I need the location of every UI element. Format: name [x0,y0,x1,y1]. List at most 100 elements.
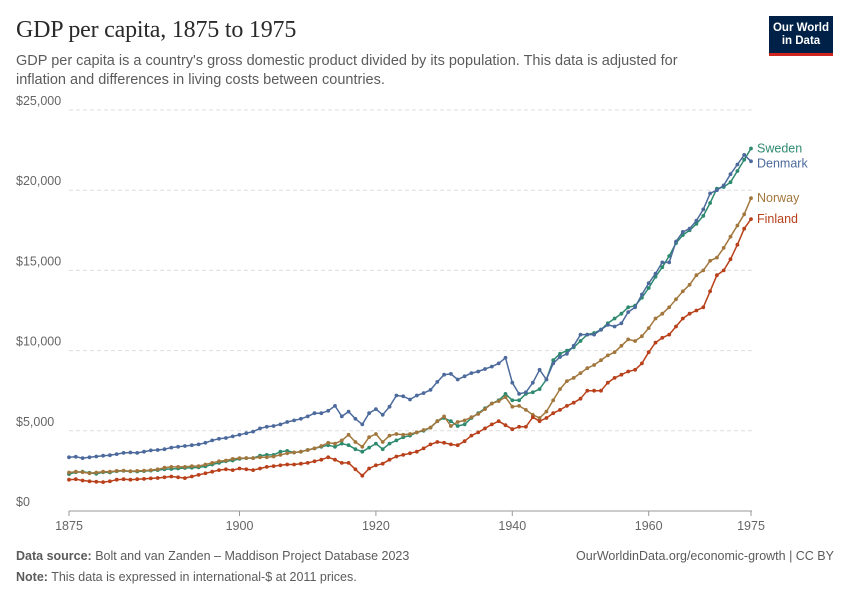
denmark-point [455,377,460,382]
finland-point [483,426,487,431]
finland-point [176,475,181,480]
y-tick-label: $15,000 [16,254,61,268]
finland-point [196,473,201,477]
finland-point [735,242,740,247]
denmark-point [728,172,733,177]
denmark-point [87,455,92,460]
denmark-point [558,355,562,359]
norway-point [162,465,167,470]
finland-point [155,476,160,480]
denmark-point [578,332,583,337]
norway-point [360,444,365,449]
norway-point [680,289,685,294]
finland-point [305,461,310,465]
chart-note: Note: This data is expressed in internat… [16,570,357,584]
denmark-point [183,444,187,448]
finland-point [687,311,692,316]
data-source-label: Data source: [16,549,92,563]
owid-logo[interactable]: Our World in Data [769,16,833,56]
norway-point [183,465,187,469]
chart-title: GDP per capita, 1875 to 1975 [16,17,297,43]
norway-point [694,273,699,278]
norway-point [469,415,474,420]
norway-point [612,350,617,355]
norway-point [387,433,392,438]
finland-point [455,443,460,448]
norway-point [299,449,303,454]
norway-point [312,446,317,451]
finland-point [530,415,535,420]
norway-point [544,409,549,414]
norway-point [305,448,310,452]
finland-point [87,479,92,484]
denmark-point [305,414,310,419]
sweden-point [530,390,535,395]
sweden-point [578,339,583,343]
denmark-point [742,153,747,157]
denmark-point [715,188,719,193]
finland-point [551,411,556,416]
norway-point [749,196,753,201]
denmark-point [230,434,235,439]
sweden-point [558,351,562,356]
sweden-point [551,358,556,363]
finland-point [612,376,617,380]
finland-point [742,226,747,231]
denmark-point [380,412,385,417]
norway-point [592,363,596,367]
denmark-point [626,310,631,314]
denmark-point [101,453,105,458]
sweden-point [660,265,665,270]
norway-point [421,428,426,432]
series-label-norway: Norway [757,191,800,205]
denmark-point [114,452,119,456]
norway-point [224,458,228,463]
finland-point [667,332,672,337]
norway-point [578,371,583,375]
norway-point [319,444,324,448]
norway-point [292,450,296,455]
finland-point [319,457,324,462]
norway-point [128,469,133,474]
denmark-point [278,422,283,427]
series-norway [67,196,753,476]
norway-point [203,462,208,467]
site-link[interactable]: OurWorldinData.org/economic-growth | CC … [576,549,834,563]
denmark-point [592,332,596,337]
y-tick-label: $0 [16,495,30,509]
denmark-point [169,445,174,450]
finland-point [203,471,208,476]
denmark-point [605,323,610,327]
finland-point [633,367,637,372]
finland-point [380,461,385,466]
norway-point [455,420,460,424]
denmark-point [633,305,637,310]
sweden-point [380,447,385,452]
norway-point [176,465,181,469]
norway-point [435,419,440,424]
denmark-point [121,451,126,455]
logo-line-2: in Data [781,34,821,47]
norway-point [476,412,481,416]
finland-point [605,380,610,385]
denmark-point [667,260,672,265]
sweden-point [462,422,467,427]
finland-point [592,388,596,393]
norway-point [442,414,446,419]
finland-point [237,466,242,471]
norway-point [210,461,215,465]
norway-point [605,353,610,358]
finland-point [264,465,269,469]
denmark-point [108,453,112,458]
finland-point [640,361,644,366]
norway-point [721,246,726,250]
denmark-point [530,380,535,385]
denmark-point [680,230,685,234]
y-tick-label: $25,000 [16,94,61,108]
denmark-point [346,409,351,414]
x-tick-label: 1875 [55,519,83,533]
denmark-point [292,418,296,423]
finland-point [299,461,303,466]
finland-point [230,468,235,472]
